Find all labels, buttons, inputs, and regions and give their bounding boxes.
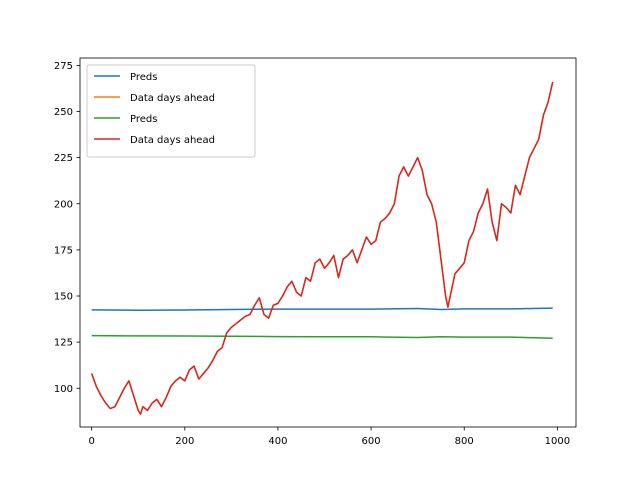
y-tick-label-1: 125 — [54, 338, 73, 349]
y-tick-label-2: 150 — [54, 292, 73, 303]
legend-label-3: Data days ahead — [130, 135, 215, 146]
x-tick-label-0: 0 — [88, 436, 94, 447]
legend-box — [86, 64, 256, 158]
x-tick-label-2: 400 — [268, 436, 287, 447]
y-tick-label-4: 200 — [54, 199, 73, 210]
series-line-3 — [90, 81, 554, 415]
axes-frame — [79, 57, 577, 428]
x-tick-label-1: 200 — [175, 436, 194, 447]
legend-label-1: Data days ahead — [130, 93, 215, 104]
legend: Preds Data days ahead Preds Data days ahead — [86, 64, 256, 158]
y-axis: 100 125 150 175 200 225 250 275 — [54, 61, 80, 395]
series-layer — [90, 81, 554, 415]
x-tick-label-4: 800 — [455, 436, 474, 447]
x-tick-label-3: 600 — [362, 436, 381, 447]
y-tick-label-3: 175 — [54, 245, 73, 256]
x-axis: 0 200 400 600 800 1000 — [88, 427, 570, 447]
y-tick-label-0: 100 — [54, 384, 73, 395]
legend-label-2: Preds — [130, 114, 157, 125]
series-line-2 — [91, 334, 553, 340]
legend-label-0: Preds — [130, 72, 157, 83]
y-tick-label-7: 275 — [54, 61, 73, 72]
x-tick-label-5: 1000 — [545, 436, 570, 447]
series-line-0 — [91, 307, 553, 311]
y-tick-label-6: 250 — [54, 107, 73, 118]
y-tick-label-5: 225 — [54, 153, 73, 164]
